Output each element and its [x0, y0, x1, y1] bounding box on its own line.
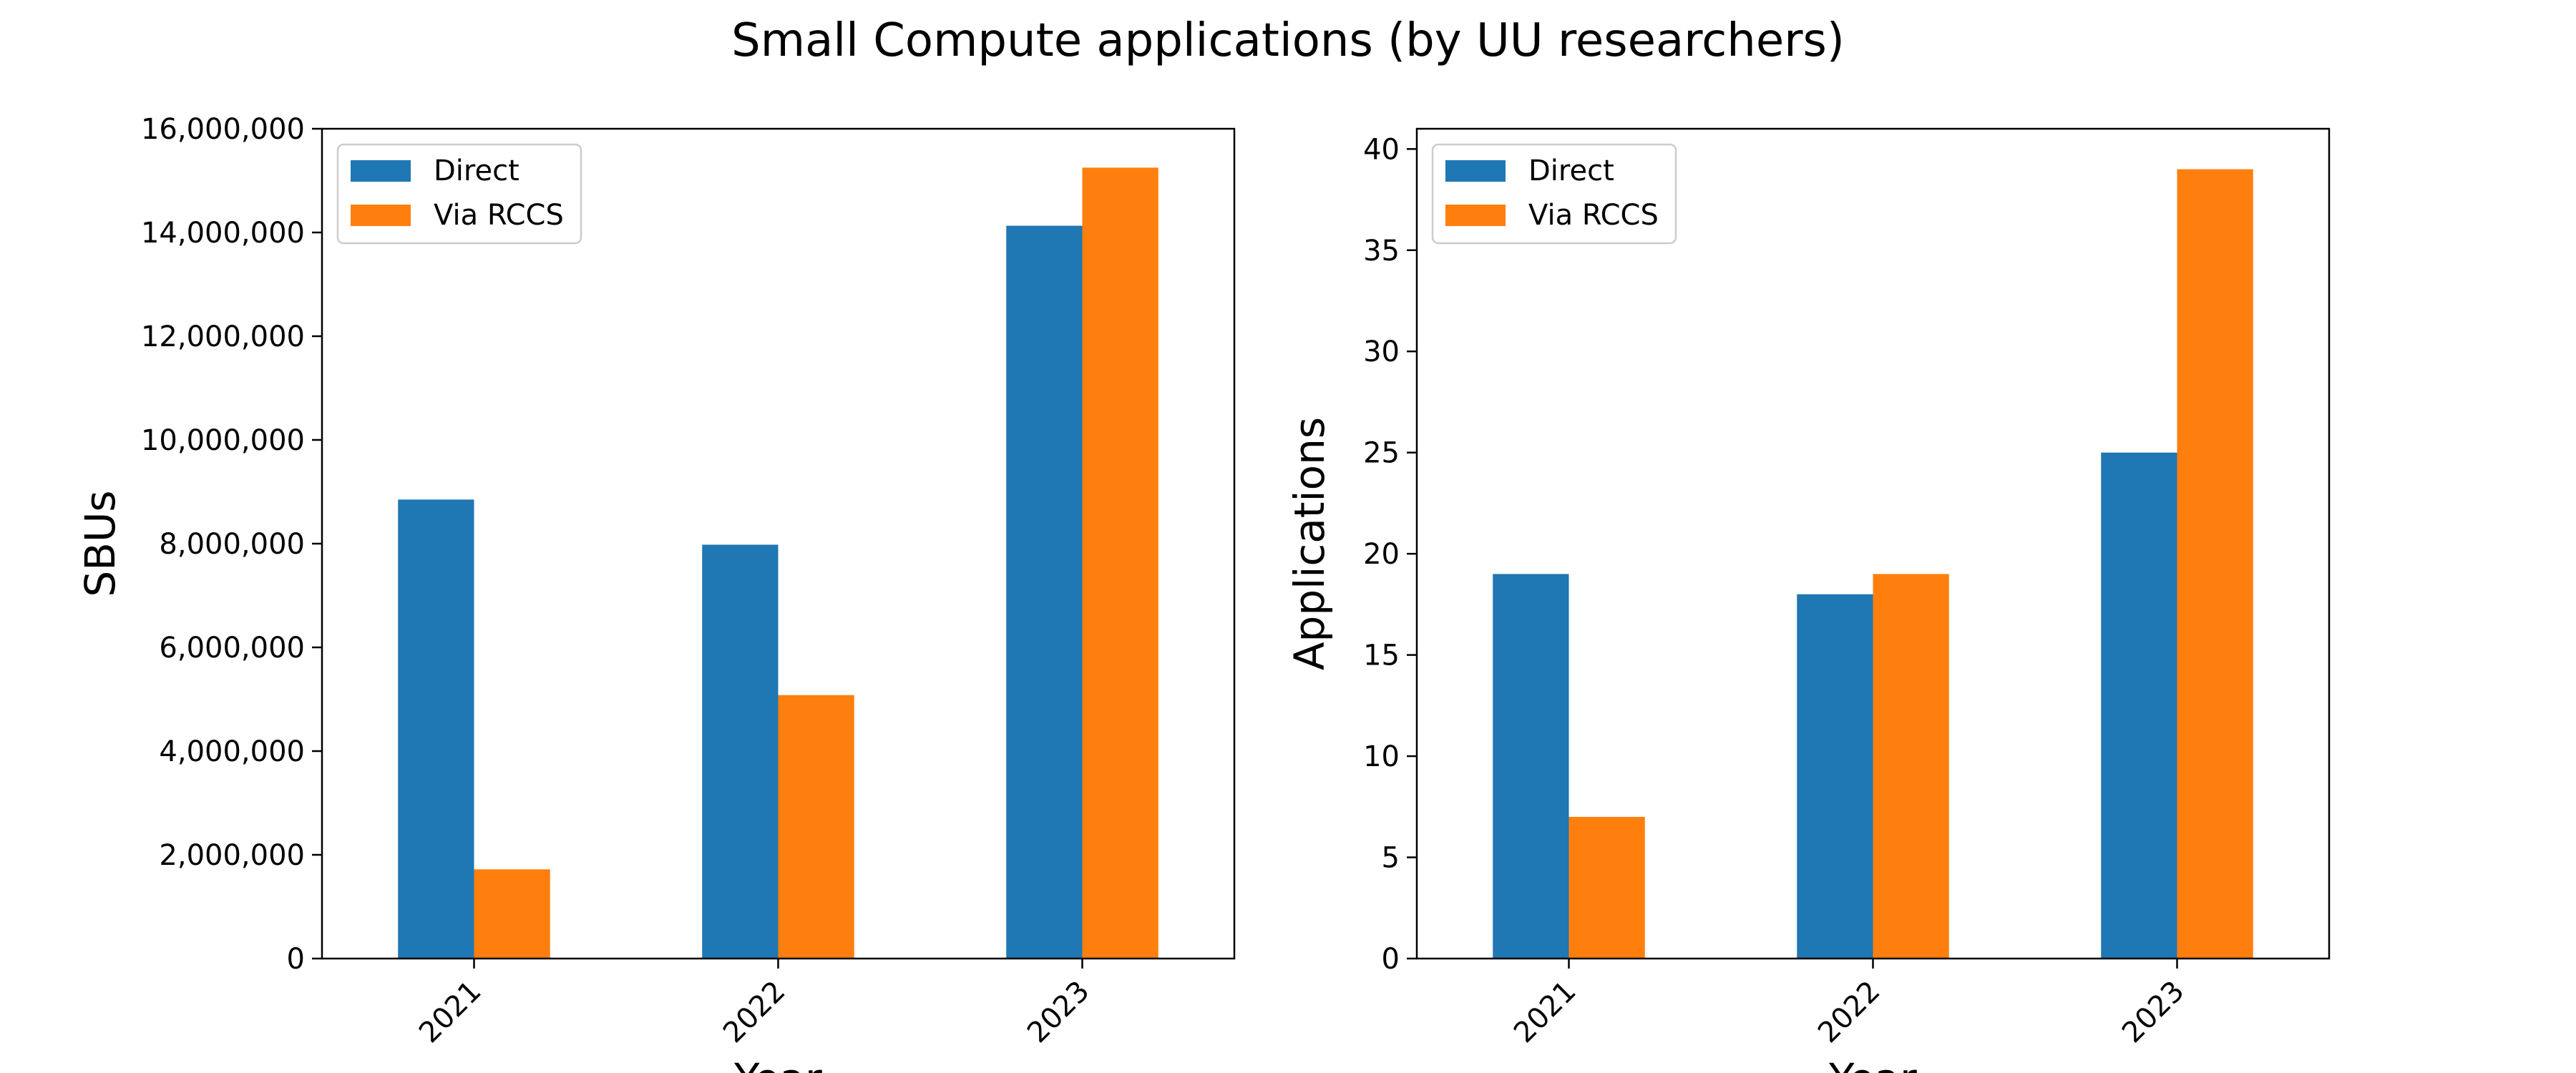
bar-direct-2021: [398, 499, 474, 959]
y-tick-label: 8,000,000: [159, 528, 305, 561]
y-tick-label: 6,000,000: [159, 632, 305, 665]
y-tick-label: 4,000,000: [159, 735, 305, 768]
y-tick-label: 16,000,000: [141, 113, 305, 146]
figure-title: Small Compute applications (by UU resear…: [731, 14, 1845, 67]
bar-via-rccs-2021: [474, 869, 550, 959]
x-tick-label: 2021: [1508, 975, 1583, 1050]
y-tick-label: 14,000,000: [141, 217, 305, 250]
legend-swatch-direct: [351, 160, 411, 182]
x-axis-label: Year: [1828, 1054, 1917, 1073]
y-tick-label: 20: [1363, 538, 1400, 571]
legend-swatch-via-rccs: [1445, 205, 1506, 226]
bar-direct-2022: [1797, 594, 1873, 959]
bar-via-rccs-2022: [1873, 574, 1949, 959]
y-tick-label: 40: [1363, 133, 1400, 166]
y-axis-label: Applications: [1285, 417, 1334, 670]
y-tick-label: 12,000,000: [141, 320, 305, 353]
bar-direct-2021: [1493, 574, 1569, 959]
y-tick-label: 2,000,000: [159, 839, 305, 872]
x-tick-label: 2023: [1021, 975, 1096, 1050]
y-tick-label: 5: [1382, 842, 1400, 875]
bar-direct-2023: [2101, 452, 2177, 959]
x-tick-label: 2023: [2116, 975, 2191, 1050]
bar-via-rccs-2022: [778, 695, 854, 959]
y-tick-label: 10: [1363, 740, 1400, 773]
x-tick-label: 2022: [1812, 975, 1887, 1050]
legend-label-direct: Direct: [1528, 155, 1614, 187]
y-tick-label: 10,000,000: [141, 424, 305, 457]
y-tick-label: 15: [1363, 640, 1400, 672]
y-tick-label: 25: [1363, 437, 1400, 470]
bar-direct-2022: [702, 544, 779, 959]
sbus-bar-chart: 0 2,000,000 4,000,000 6,000,000 8,000,000 10,…: [76, 113, 1236, 1073]
x-axis-label: Year: [733, 1054, 822, 1073]
legend-label-via-rccs: Via RCCS: [1528, 199, 1659, 232]
applications-bar-chart: 0 5 10 15 20 25 30 35 40 2021 2022 2023 Applications…: [1285, 127, 2331, 1073]
x-tick-label: 2022: [717, 975, 792, 1050]
legend-swatch-direct: [1445, 160, 1506, 182]
y-tick-label: 30: [1363, 335, 1400, 368]
legend-label-via-rccs: Via RCCS: [434, 199, 564, 232]
y-tick-label: 35: [1363, 235, 1400, 268]
y-tick-label: 0: [1382, 943, 1400, 976]
x-tick-label: 2021: [413, 975, 488, 1050]
y-axis-label: SBUs: [76, 490, 125, 597]
y-tick-label: 0: [287, 943, 305, 976]
bar-direct-2023: [1006, 225, 1083, 959]
legend-swatch-via-rccs: [351, 205, 411, 226]
bar-via-rccs-2021: [1568, 816, 1645, 959]
legend-label-direct: Direct: [434, 155, 519, 187]
bar-via-rccs-2023: [1082, 167, 1158, 959]
bar-via-rccs-2023: [2177, 169, 2253, 959]
